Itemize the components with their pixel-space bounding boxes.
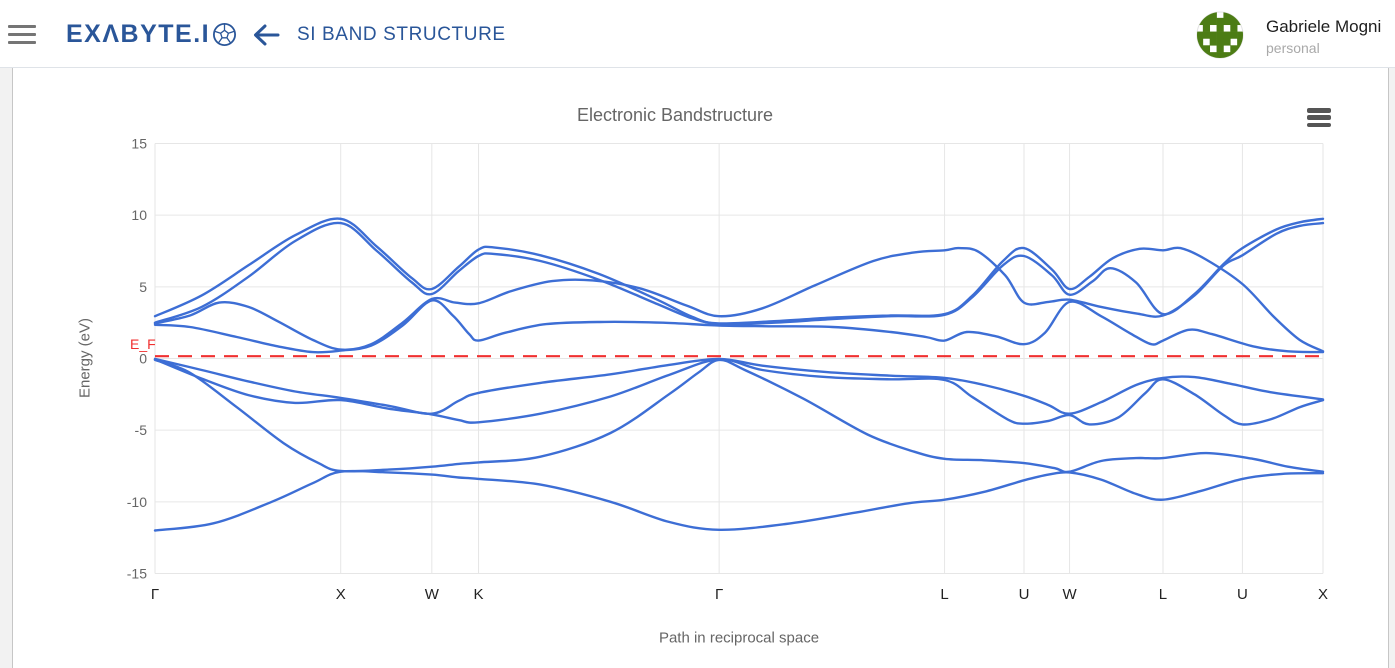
k-point-label: X (1318, 586, 1328, 603)
band-8 (153, 217, 1325, 326)
k-point-label: U (1019, 586, 1030, 603)
band-6 (153, 221, 1325, 351)
k-point-label: L (1159, 586, 1167, 603)
y-tick-label: 15 (131, 136, 147, 152)
user-role: personal (1266, 40, 1320, 56)
logo-text: EXΛBYTE.I (66, 20, 211, 48)
y-tick-label: -15 (127, 566, 147, 582)
y-tick-label: 5 (139, 279, 147, 295)
content-card (12, 68, 1389, 668)
chart-title: Electronic Bandstructure (576, 105, 774, 125)
app-header: EXΛBYTE.I SI BAND STRUCTURE Gabriele Mog… (0, 0, 1395, 68)
user-avatar[interactable] (1196, 11, 1244, 59)
x-axis-title: Path in reciprocal space (658, 629, 820, 647)
chart-context-menu-icon[interactable] (1307, 108, 1331, 127)
band-7 (153, 221, 1325, 353)
y-axis-title: Energy (eV) (76, 317, 94, 399)
k-point-label: U (1237, 586, 1248, 603)
y-tick-label: 0 (139, 351, 147, 367)
k-point-label: K (474, 586, 484, 603)
fullerene-ball-icon (213, 22, 237, 47)
y-tick-label: -10 (127, 494, 147, 510)
user-name: Gabriele Mogni (1266, 17, 1382, 36)
user-info[interactable]: Gabriele Mogni personal (1266, 16, 1381, 58)
band-5 (153, 299, 1325, 354)
k-point-label: L (940, 586, 948, 603)
k-point-label: W (425, 586, 440, 603)
page-title: SI BAND STRUCTURE (297, 24, 506, 45)
y-tick-label: 10 (131, 207, 147, 223)
k-point-label: X (336, 586, 346, 603)
fermi-level-label: E_F (130, 336, 156, 352)
band-4 (153, 357, 1325, 415)
k-point-label: Γ (151, 586, 159, 603)
band-3 (153, 358, 1325, 426)
back-arrow-icon[interactable] (250, 23, 282, 47)
menu-icon[interactable] (8, 25, 36, 44)
band-1 (153, 469, 1325, 532)
k-point-label: W (1062, 586, 1077, 603)
y-tick-label: -5 (135, 422, 148, 438)
exabyte-logo[interactable]: EXΛBYTE.I (66, 20, 237, 49)
band-2 (153, 358, 1325, 474)
k-point-label: Γ (715, 586, 723, 603)
